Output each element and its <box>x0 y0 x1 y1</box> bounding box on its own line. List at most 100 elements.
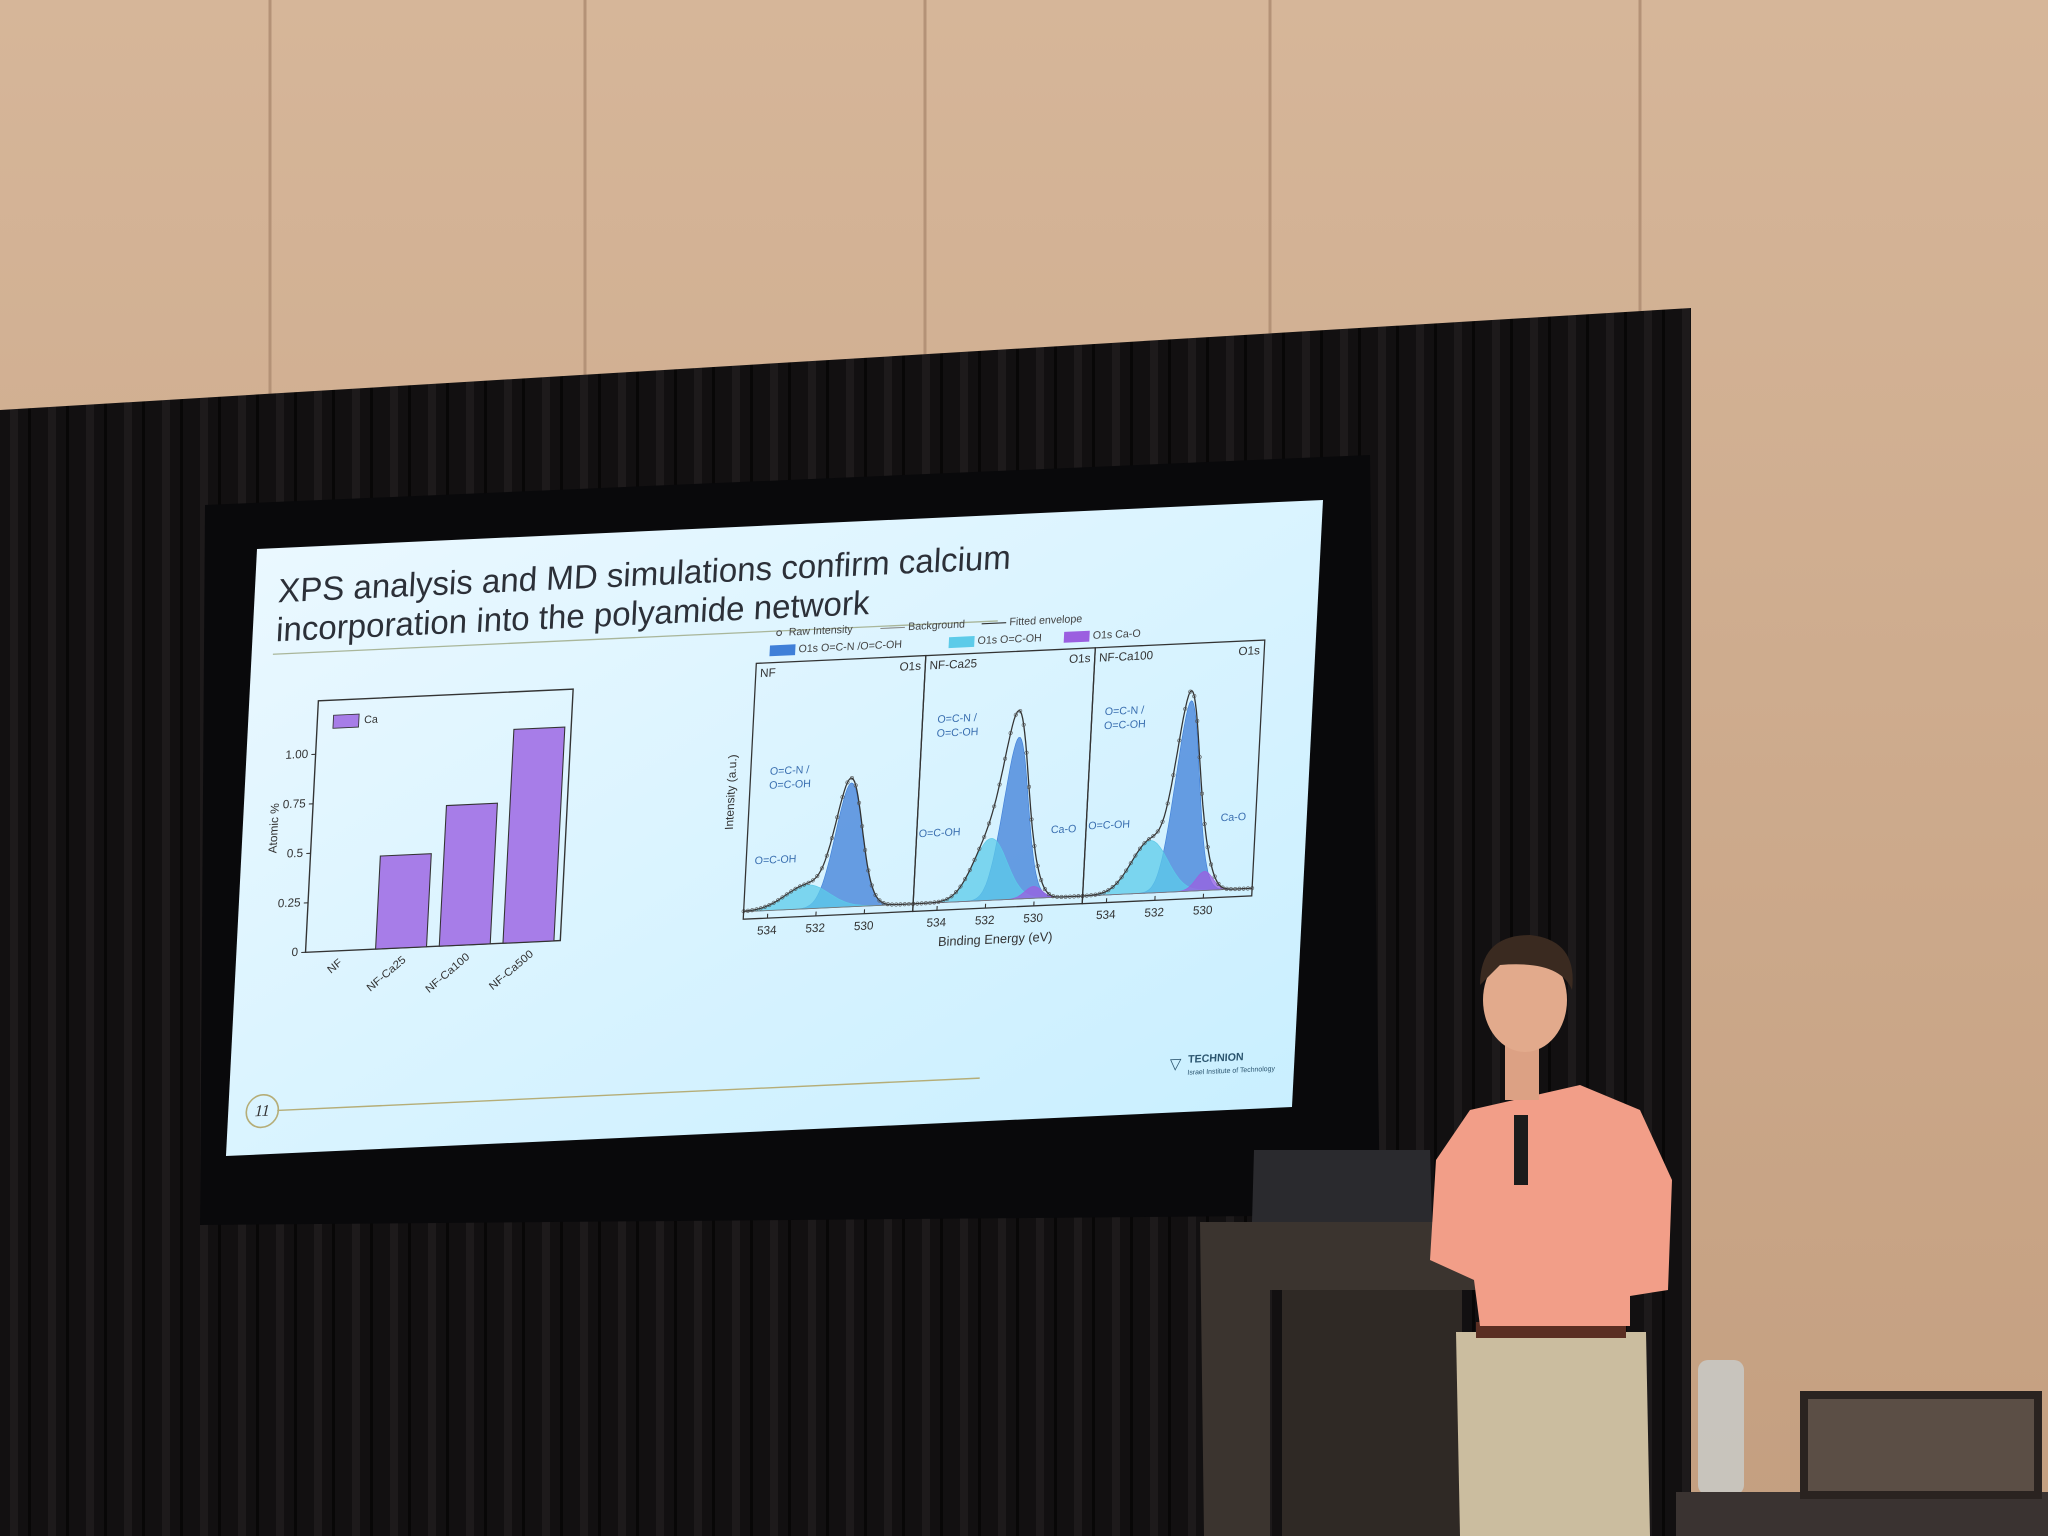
raw-intensity-point <box>997 782 1002 787</box>
y-tick-label: 0.25 <box>277 895 301 910</box>
peak-annotation: O=C-OH <box>754 853 796 867</box>
raw-intensity-point <box>1003 756 1008 761</box>
peak-annotation: Ca-O <box>1220 811 1246 824</box>
raw-intensity-point <box>1013 712 1018 717</box>
raw-intensity-point <box>953 890 959 895</box>
raw-intensity-point <box>758 906 763 911</box>
y-tick-label: 1.00 <box>285 747 309 762</box>
raw-intensity-point <box>898 902 903 907</box>
logo-mark: ▽ <box>1169 1055 1182 1073</box>
raw-intensity-point <box>866 868 871 873</box>
speaker-neck <box>1505 1045 1539 1100</box>
slide-background <box>225 499 1323 1157</box>
raw-intensity-point <box>806 880 811 885</box>
x-tick-label: 534 <box>757 923 778 938</box>
raw-intensity-point <box>853 783 858 788</box>
legend-label: O1s Ca-O <box>1092 628 1141 642</box>
raw-intensity-point <box>762 904 768 909</box>
raw-intensity-point <box>1197 755 1202 760</box>
raw-intensity-point <box>1155 829 1160 834</box>
raw-intensity-point <box>767 902 772 908</box>
raw-intensity-point <box>1202 821 1207 827</box>
raw-intensity-point <box>1063 894 1068 899</box>
water-bottle <box>1698 1360 1744 1495</box>
raw-intensity-point <box>1072 894 1077 899</box>
raw-intensity-point <box>1165 801 1170 806</box>
x-axis-label: Binding Energy (eV) <box>938 929 1053 949</box>
raw-intensity-point <box>1142 841 1147 846</box>
panel-frame <box>1081 639 1266 905</box>
peak-annotation: O=C-OH <box>1104 718 1146 732</box>
x-tick-label: 530 <box>854 918 875 933</box>
panel-name: NF-Ca25 <box>929 656 978 672</box>
logo-name: TECHNION <box>1188 1051 1244 1066</box>
raw-intensity-point <box>1205 845 1210 850</box>
raw-intensity-point <box>1067 894 1072 899</box>
speaker-pants <box>1456 1332 1650 1536</box>
chair <box>1800 1391 2042 1499</box>
panel-core: O1s <box>899 659 921 674</box>
raw-intensity-point <box>1224 886 1229 891</box>
raw-intensity-point <box>1119 875 1124 880</box>
legend-label: Raw Intensity <box>788 624 853 639</box>
logo-subtitle: Israel Institute of Technology <box>1187 1066 1275 1077</box>
raw-intensity-point <box>902 902 907 907</box>
x-tick-label: 530 <box>1193 903 1214 918</box>
raw-intensity-point <box>824 853 829 858</box>
legend-swatch <box>332 713 360 729</box>
raw-intensity-point <box>835 815 840 820</box>
raw-intensity-point <box>1106 888 1111 893</box>
raw-intensity-point <box>1115 880 1120 885</box>
raw-intensity-point <box>928 900 933 905</box>
peak-annotation: O=C-N / <box>937 712 977 726</box>
raw-intensity-point <box>967 867 972 873</box>
raw-intensity-point <box>1220 885 1225 890</box>
plot-frame <box>304 688 574 954</box>
legend-background-line <box>880 626 905 630</box>
raw-intensity-point <box>1050 894 1056 899</box>
peak-annotation: O=C-OH <box>769 778 811 792</box>
raw-intensity-point <box>958 884 963 889</box>
raw-intensity-point <box>915 901 920 906</box>
raw-intensity-point <box>1029 817 1034 822</box>
raw-intensity-point <box>1195 719 1200 724</box>
page-number: 11 <box>254 1102 270 1120</box>
raw-intensity-point <box>745 908 750 913</box>
laptop <box>1252 1150 1432 1222</box>
raw-intensity-point <box>982 834 987 840</box>
raw-intensity-point <box>1212 874 1217 879</box>
peak-annotation: O=C-OH <box>918 826 960 840</box>
raw-intensity-point <box>1216 881 1221 887</box>
peak-annotation: O=C-OH <box>1088 818 1130 832</box>
legend-swatch <box>769 644 796 657</box>
raw-intensity-point <box>1093 892 1098 897</box>
peak-annotation: Ca-O <box>1051 823 1077 836</box>
raw-intensity-point <box>840 794 845 800</box>
raw-intensity-point <box>829 836 834 841</box>
title-rule <box>272 620 998 655</box>
raw-intensity-point <box>1026 784 1032 790</box>
raw-intensity-point <box>906 901 911 907</box>
raw-intensity-point <box>780 895 785 900</box>
raw-intensity-point <box>936 899 941 904</box>
bar <box>375 853 432 950</box>
raw-intensity-point <box>1059 894 1064 900</box>
background-line <box>743 903 914 913</box>
raw-intensity-point <box>1055 894 1060 899</box>
raw-intensity-point <box>1124 868 1129 873</box>
raw-intensity-point <box>863 848 868 853</box>
legend-label: Background <box>908 618 965 633</box>
raw-intensity-point <box>775 898 781 903</box>
legend-raw-marker <box>776 630 783 637</box>
raw-intensity-point <box>802 882 807 887</box>
legend-label: Fitted envelope <box>1009 613 1082 628</box>
raw-intensity-point <box>860 824 865 829</box>
raw-intensity-point <box>1188 689 1193 694</box>
raw-intensity-point <box>1171 773 1176 778</box>
raw-intensity-point <box>1199 791 1205 796</box>
raw-intensity-point <box>1209 862 1214 867</box>
raw-intensity-point <box>1245 886 1250 891</box>
raw-intensity-point <box>1046 891 1051 897</box>
